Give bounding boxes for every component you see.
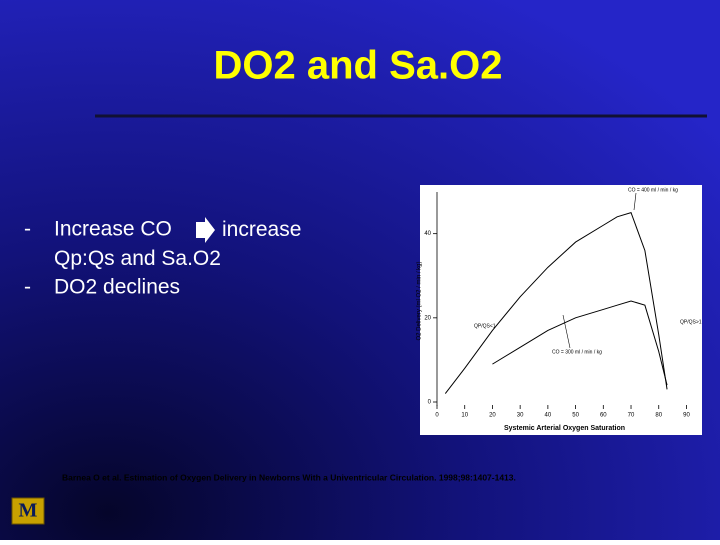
pointer — [562, 314, 571, 349]
bullet-text-wrapped: increase Qp:Qs and Sa.O2 — [54, 218, 301, 270]
x-tick-label: 90 — [683, 413, 690, 419]
y-tick-label: 0 — [428, 400, 432, 406]
logo-box — [11, 497, 45, 525]
series-label: CO = 400 ml / min / kg — [628, 187, 678, 193]
x-tick-label: 70 — [628, 413, 635, 419]
arrow-icon — [196, 217, 215, 243]
x-tick-label: 10 — [461, 413, 468, 419]
bullet-text: Increase CO — [54, 218, 172, 241]
bullet-marker: - — [24, 276, 31, 299]
annotation: QP/QS>1 — [680, 319, 702, 325]
x-tick-label: 0 — [435, 413, 439, 419]
x-tick-label: 60 — [600, 413, 607, 419]
pointer — [633, 192, 637, 211]
figure-panel — [420, 185, 702, 435]
annotation: QP/QS<1 — [474, 323, 496, 329]
x-tick-label: 40 — [545, 413, 552, 419]
x-tick-label: 80 — [655, 413, 662, 419]
y-tick-label: 40 — [424, 231, 431, 237]
slide-title: DO2 and Sa.O2 — [214, 44, 503, 88]
citation: Barnea O et al. Estimation of Oxygen Del… — [62, 472, 516, 482]
curve — [444, 212, 668, 394]
series-label: CO = 300 ml / min / kg — [552, 349, 602, 355]
x-tick-label: 50 — [572, 413, 579, 419]
y-tick-label: 20 — [424, 315, 431, 321]
x-tick-label: 20 — [489, 413, 496, 419]
chart: 0 20 40 0 10 20 30 40 50 60 70 80 90 Systemic Arteria… — [417, 187, 702, 432]
y-axis-label: O2 Delivery (ml O2 / min / kg) — [417, 261, 423, 340]
bullet-marker: - — [24, 218, 31, 241]
bullet-text: DO2 declines — [54, 276, 180, 299]
curve — [492, 300, 668, 386]
x-tick-label: 30 — [517, 413, 524, 419]
x-axis-label: Systemic Arterial Oxygen Saturation — [504, 425, 625, 432]
logo: M — [19, 500, 38, 522]
